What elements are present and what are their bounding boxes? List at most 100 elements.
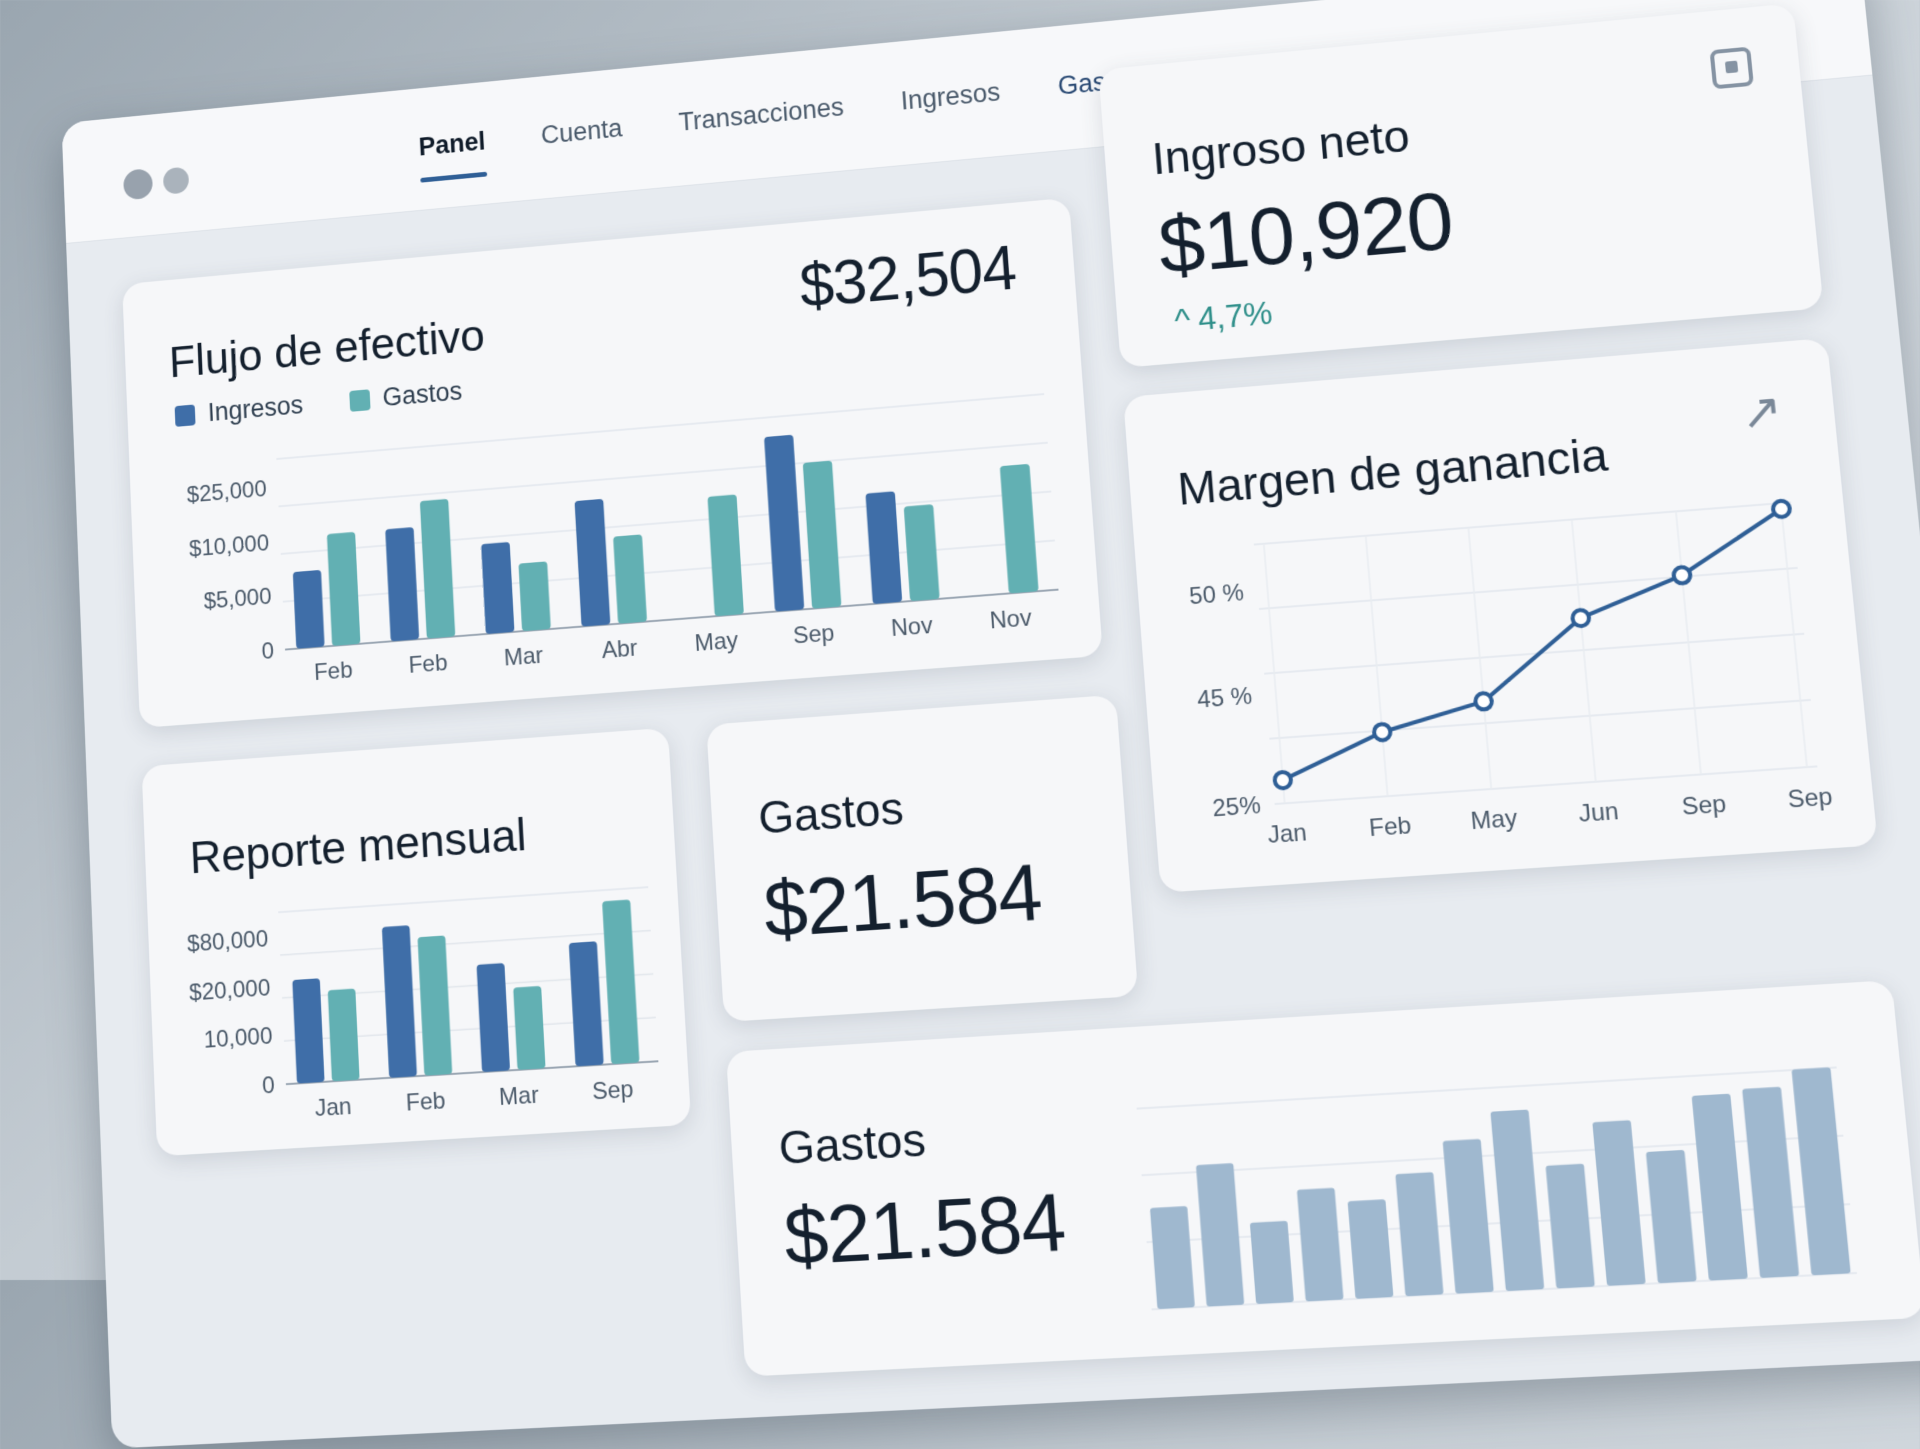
window-control-dot[interactable] [163,166,189,194]
expense-bar [1443,1139,1494,1294]
delta-value: 4,7% [1197,294,1274,336]
expense-bar [1150,1206,1195,1309]
tab-transacciones[interactable]: Transacciones [678,92,846,158]
bar-ingresos [293,570,325,649]
y-tick-label: $10,000 [189,529,270,562]
x-tick-label: Feb [408,649,448,678]
x-tick-label: Nov [890,611,934,641]
gridline [1137,1067,1837,1108]
monthly-chart: 0 10,000 $20,000 $80,000 Jan Feb Mar Sep [175,877,670,1135]
bar-gastos [904,504,940,601]
window-control-dot[interactable] [123,168,153,200]
y-tick-label: 0 [261,637,275,664]
expenses-bottom-chart [1124,1035,1868,1315]
margin-point [1772,500,1790,517]
bar-gastos [418,935,453,1075]
y-tick-label: 10,000 [203,1022,273,1053]
margin-point [1475,693,1493,710]
x-tick-label: May [694,626,740,656]
expense-bar [1646,1150,1697,1283]
bar-ingresos [385,527,419,641]
bar-ingresos [865,491,902,604]
margin-point [1572,609,1590,626]
cashflow-card[interactable]: Flujo de efectivo $32,504 Ingresos Gasto… [122,198,1103,728]
expenses-title: Gastos [757,780,905,845]
legend-swatch-gastos [349,389,370,412]
net-income-value: $10,920 [1155,173,1456,293]
margin-point [1274,771,1291,788]
x-tick-label: Feb [405,1086,446,1116]
expense-bar [1792,1067,1851,1275]
bar-gastos [420,499,455,639]
x-tick-label: Sep [1786,782,1833,813]
bar-gastos [518,561,550,631]
expenses-bottom-title: Gastos [777,1111,927,1175]
tab-cuenta[interactable]: Cuenta [540,114,624,171]
expense-bar [1250,1221,1294,1304]
expense-bar [1546,1164,1595,1289]
gridline [1264,634,1804,674]
legend-label: Gastos [382,377,463,413]
app-window: Panel Cuenta Transacciones Ingresos Gast… [43,0,1920,1329]
bar-ingresos [382,925,417,1078]
legend-label: Ingresos [207,390,303,427]
bar-gastos [327,532,361,646]
margin-chart: 25% 45 % 50 % Jan Feb May Jun Sep Sep [1164,491,1844,861]
x-tick-label: Sep [792,619,835,649]
margin-card[interactable]: Margen de ganancia ↗ 25% 45 % 50 % Jan Feb Ma… [1123,338,1878,893]
y-tick-label: $20,000 [189,973,271,1005]
gridline [1142,1136,1844,1176]
bar-gastos [707,494,743,616]
window-frame: Panel Cuenta Transacciones Ingresos Gast… [62,0,1920,1449]
expense-bar [1348,1199,1394,1299]
expenses-value: $21.584 [761,846,1044,956]
expenses-bottom-card[interactable]: Gastos $21.584 [726,980,1920,1377]
x-tick-label: Sep [591,1075,634,1105]
bar-ingresos [569,941,604,1066]
gridline [1269,700,1810,739]
x-tick-label: Jun [1577,797,1619,828]
tab-ingresos[interactable]: Ingresos [900,77,1003,137]
legend-item-gastos: Gastos [349,377,463,416]
margin-title: Margen de ganancia [1176,427,1610,516]
legend-item-ingresos: Ingresos [174,390,303,430]
expense-bar [1692,1094,1748,1281]
legend-swatch-ingresos [175,404,196,426]
top-nav: Panel Cuenta Transacciones Ingresos Gast… [418,64,1144,183]
gridline [1254,502,1791,544]
bar-gastos [1000,464,1039,594]
x-tick-label: Feb [313,656,353,685]
y-tick-label: $80,000 [187,925,269,957]
cashflow-total: $32,504 [798,232,1018,322]
gridline [279,443,1048,507]
bar-gastos [513,986,545,1070]
margin-line [1264,509,1804,780]
x-tick-label: May [1470,803,1519,834]
monthly-card[interactable]: Reporte mensual 0 10,000 $20,000 $80,000 Jan… [142,728,692,1157]
x-tick-label: Abr [601,634,638,663]
bar-gastos [803,461,842,609]
y-tick-label: $5,000 [203,583,272,615]
trend-up-icon[interactable]: ↗ [1738,382,1785,441]
tab-panel[interactable]: Panel [418,127,487,183]
x-tick-label: Jan [314,1092,352,1121]
x-tick-label: Nov [989,603,1033,633]
expense-bar [1490,1110,1544,1292]
bookmark-icon[interactable] [1710,47,1754,90]
chevron-up-icon: ^ [1173,302,1192,340]
x-tick-label: Mar [498,1081,539,1111]
bar-gastos [613,534,647,623]
expense-bar [1592,1120,1645,1286]
expenses-card[interactable]: Gastos $21.584 [706,695,1138,1022]
x-tick-label: Mar [503,641,544,671]
x-tick-label: Sep [1680,789,1727,820]
y-tick-label: 0 [261,1071,275,1099]
margin-point [1673,567,1691,584]
y-tick-label: 45 % [1196,681,1253,712]
x-tick-label: Feb [1368,811,1412,842]
cashflow-chart: 0 $5,000 $10,000 $25,000 Feb Feb Mar Abr May Sep N… [165,374,1072,706]
y-tick-label: $25,000 [186,475,267,508]
bar-ingresos [481,542,514,634]
cashflow-legend: Ingresos Gastos [174,377,463,431]
bar-ingresos [575,499,611,627]
